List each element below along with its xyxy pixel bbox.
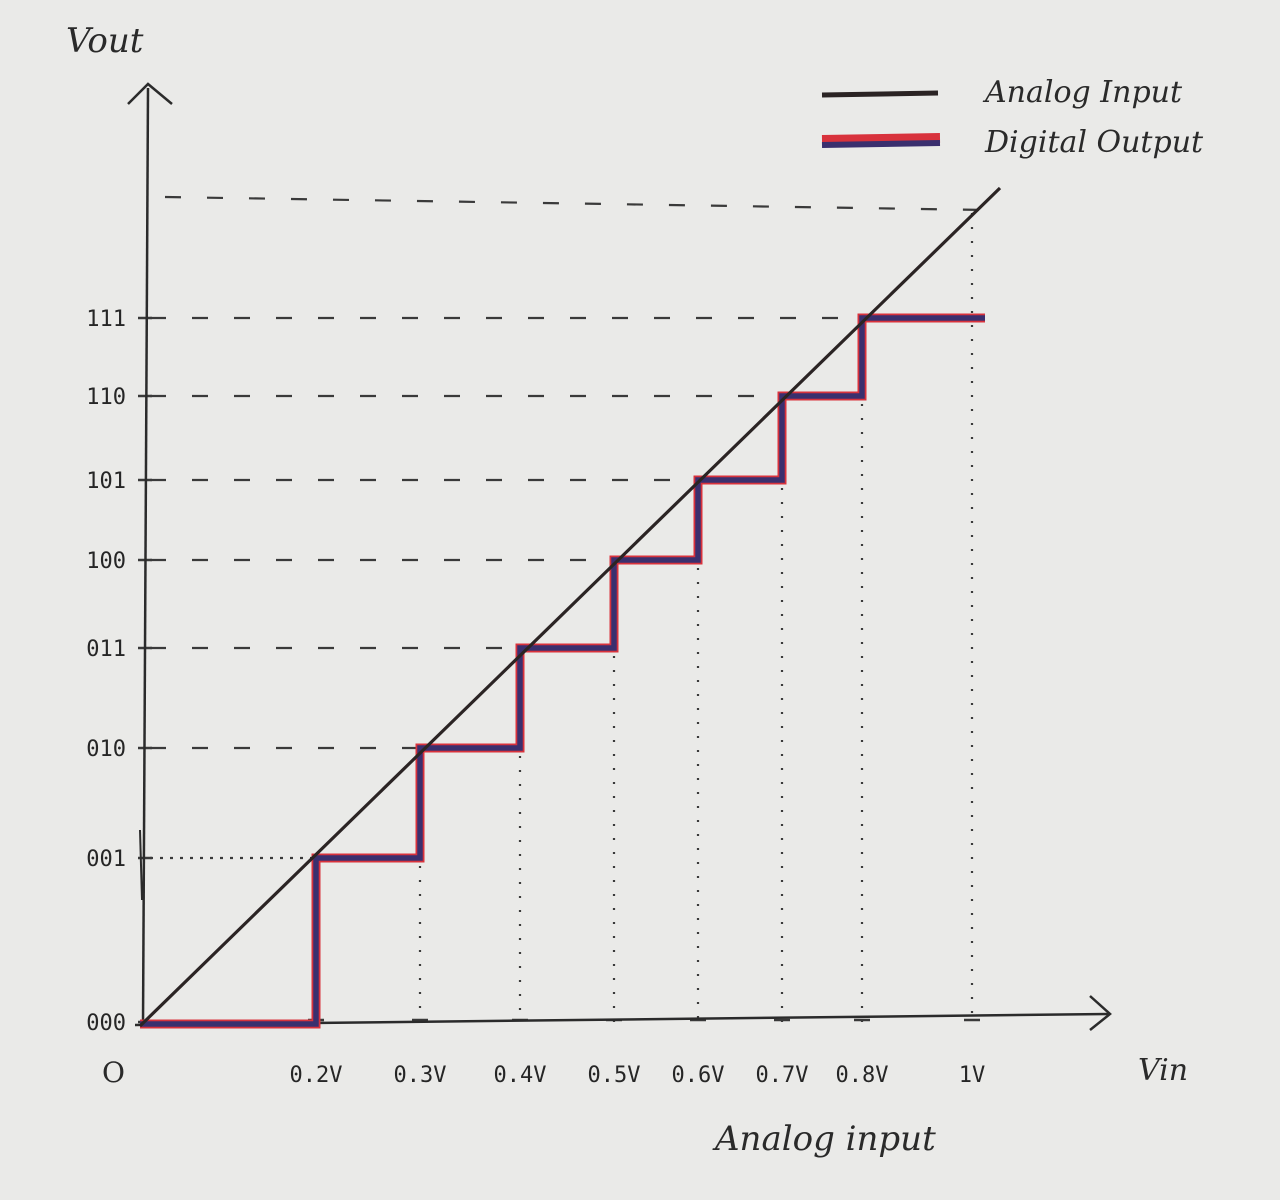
- legend-label-analog: Analog Input: [982, 75, 1183, 110]
- x-tick-label: 0.7V: [756, 1063, 809, 1088]
- x-tick-label: 0.2V: [290, 1063, 343, 1088]
- legend-swatch-analog: [821, 90, 939, 98]
- x-tick-label: 0.4V: [494, 1063, 547, 1088]
- x-tick-label: 0.3V: [394, 1063, 447, 1088]
- x-tick-labels: 0.2V 0.3V 0.4V 0.5V 0.6V 0.7V 0.8V 1V: [290, 1063, 986, 1088]
- y-tick-label: 010: [86, 737, 126, 762]
- x-axis-label: Analog input: [712, 1119, 936, 1159]
- y-tick-label: 001: [86, 847, 126, 872]
- y-tick-label: 011: [86, 637, 126, 662]
- y-axis-title: Vout: [66, 21, 144, 61]
- y-tick-label: 110: [86, 385, 126, 410]
- x-axis-arrowhead: [1089, 995, 1112, 1031]
- dashed-guide-lines: [138, 195, 986, 1024]
- legend-swatch-digital-edge: [821, 133, 941, 145]
- x-tick-label: 0.5V: [588, 1063, 641, 1088]
- y-axis: [141, 87, 150, 1026]
- origin-label: O: [102, 1056, 125, 1089]
- legend: Analog Input Digital Output: [821, 75, 1204, 160]
- horizontal-guide-top: [164, 195, 986, 212]
- x-tick-label: 1V: [959, 1063, 986, 1088]
- series-layer: [138, 186, 1002, 1029]
- legend-label-digital: Digital Output: [984, 125, 1204, 160]
- x-tick-label: 0.6V: [672, 1063, 725, 1088]
- digital-output-staircase: [140, 315, 985, 1027]
- y-tick-label: 101: [86, 469, 126, 494]
- y-tick-label: 000: [86, 1011, 126, 1036]
- x-tick-label: 0.8V: [836, 1063, 889, 1088]
- legend-swatch-digital: [821, 140, 941, 148]
- x-axis-title: Vin: [1138, 1053, 1188, 1088]
- y-tick-labels: 000 001 010 011 100 101 110 111: [86, 307, 126, 1036]
- y-tick-label: 111: [86, 307, 126, 332]
- analog-input-line: [138, 186, 1002, 1028]
- digital-output-edge: [140, 313, 985, 1029]
- y-tick-label: 100: [86, 549, 126, 574]
- y-axis-mark-001: [139, 829, 143, 901]
- y-axis-arrowhead: [127, 82, 173, 105]
